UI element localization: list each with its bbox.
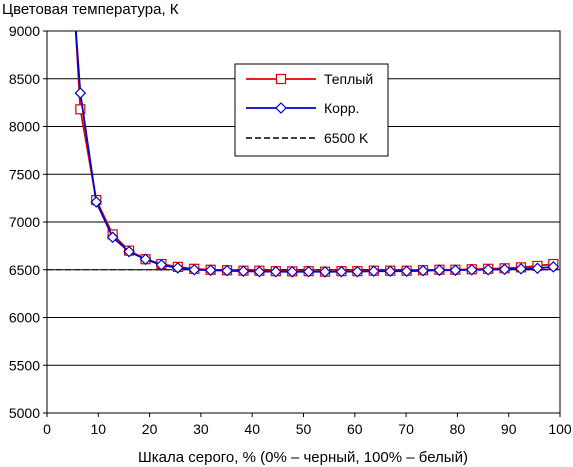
data-point — [237, 265, 250, 278]
data-point — [155, 259, 168, 271]
y-axis-ticks: 5000 5500 6000 6500 7000 7500 8000 8500 9000 — [9, 23, 47, 421]
data-point — [74, 87, 87, 99]
x-axis-label: Шкала серого, % (0% – черный, 100% – бел… — [138, 449, 468, 466]
x-tick-label: 90 — [501, 421, 517, 437]
x-tick-label: 60 — [347, 421, 363, 437]
legend-label: Теплый — [324, 71, 373, 87]
data-point — [482, 263, 495, 276]
data-point — [188, 263, 201, 276]
y-tick-label: 8000 — [9, 119, 40, 135]
chart-title: Цветовая температура, К — [2, 1, 179, 18]
y-tick-label: 5000 — [9, 405, 40, 421]
y-tick-label: 5500 — [9, 357, 40, 373]
series-layer — [74, 31, 560, 278]
y-tick-label: 7500 — [9, 166, 40, 182]
data-point — [286, 266, 299, 278]
data-point — [465, 263, 478, 276]
legend: Теплый Корр. 6500 K — [234, 63, 389, 157]
data-point — [515, 262, 527, 275]
data-point — [90, 196, 103, 208]
data-point — [253, 265, 266, 278]
data-point — [449, 264, 462, 277]
data-point — [417, 264, 429, 277]
data-point — [433, 264, 446, 277]
legend-marker — [275, 73, 287, 85]
series-corrected — [74, 31, 560, 278]
y-tick-label: 6000 — [9, 310, 40, 326]
x-tick-label: 10 — [91, 421, 107, 437]
x-tick-label: 50 — [296, 421, 312, 437]
y-tick-label: 9000 — [9, 23, 40, 39]
x-tick-label: 70 — [398, 421, 414, 437]
x-tick-label: 0 — [43, 421, 51, 437]
data-point — [351, 265, 364, 278]
data-point — [367, 265, 380, 278]
data-point — [400, 265, 413, 278]
data-point — [171, 261, 184, 274]
x-axis-ticks: 0 10 20 30 40 50 60 70 80 90 100 — [43, 413, 572, 437]
legend-label: 6500 K — [324, 130, 369, 146]
x-tick-label: 40 — [244, 421, 260, 437]
data-point — [335, 265, 348, 278]
legend-marker — [275, 102, 287, 114]
data-point — [204, 264, 217, 277]
data-point — [139, 253, 152, 266]
data-point — [547, 261, 560, 273]
x-tick-label: 100 — [548, 421, 572, 437]
data-point — [123, 245, 135, 258]
data-point — [302, 265, 315, 278]
data-point — [221, 264, 233, 277]
data-point — [106, 231, 119, 244]
data-point — [269, 265, 282, 278]
data-point — [319, 266, 331, 278]
x-tick-label: 20 — [142, 421, 158, 437]
data-point — [75, 104, 86, 115]
data-point — [384, 265, 397, 278]
data-point — [531, 262, 544, 275]
x-tick-label: 30 — [193, 421, 209, 437]
y-tick-label: 8500 — [9, 71, 40, 87]
x-tick-label: 80 — [450, 421, 466, 437]
y-tick-label: 6500 — [9, 262, 40, 278]
legend-label: Корр. — [324, 100, 359, 116]
y-tick-label: 7000 — [9, 214, 40, 230]
data-point — [498, 263, 511, 276]
